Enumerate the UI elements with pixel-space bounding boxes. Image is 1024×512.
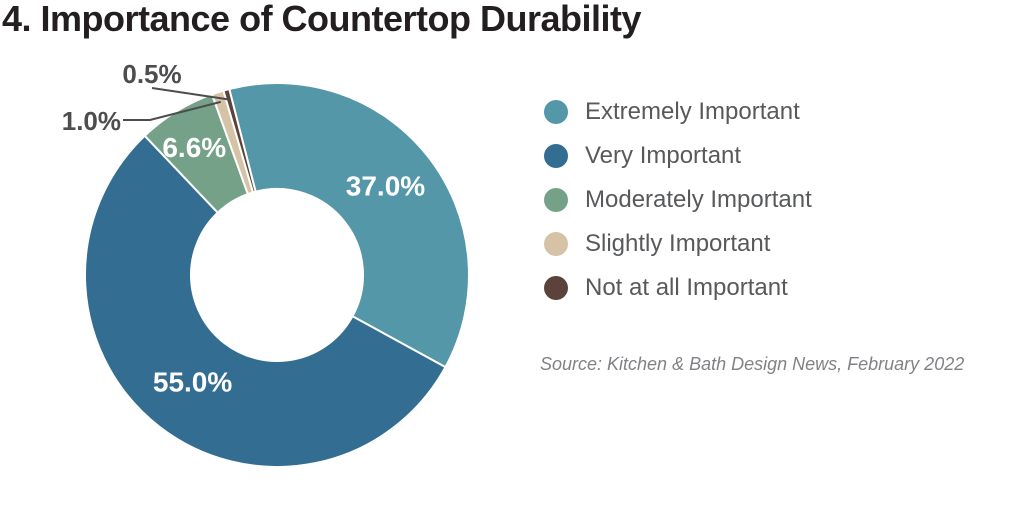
callout-label-slightly-important: 1.0% bbox=[62, 106, 121, 136]
legend-label-extremely-important: Extremely Important bbox=[585, 98, 800, 125]
legend-label-not-at-all-important: Not at all Important bbox=[585, 274, 788, 301]
slice-not-at-all-important bbox=[222, 87, 257, 194]
legend-swatch-slightly-important bbox=[544, 232, 568, 256]
slice-label-extremely-important: 37.0% bbox=[346, 170, 425, 201]
callout-line-not-at-all-important bbox=[151, 87, 230, 101]
slice-label-moderately-important: 6.6% bbox=[162, 132, 226, 163]
slice-label-very-important: 55.0% bbox=[153, 366, 232, 397]
callout-label-not-at-all-important: 0.5% bbox=[122, 59, 181, 89]
callout-line-slightly-important bbox=[123, 100, 222, 121]
slice-very-important bbox=[84, 134, 447, 468]
legend-item-slightly-important: Slightly Important bbox=[544, 222, 812, 266]
legend-label-moderately-important: Moderately Important bbox=[585, 186, 812, 213]
source-note: Source: Kitchen & Bath Design News, Febr… bbox=[540, 354, 965, 374]
slice-callouts: 1.0%0.5% bbox=[62, 59, 230, 136]
legend-label-very-important: Very Important bbox=[585, 142, 742, 169]
legend-item-very-important: Very Important bbox=[544, 134, 812, 178]
slice-labels: 37.0% 55.0% 6.6% bbox=[153, 132, 425, 398]
legend-label-slightly-important: Slightly Important bbox=[585, 230, 771, 257]
legend-swatch-extremely-important bbox=[544, 100, 568, 124]
legend: Extremely Important Very Important Moder… bbox=[544, 90, 812, 310]
legend-item-not-at-all-important: Not at all Important bbox=[544, 266, 812, 310]
chart-title: 4. Importance of Countertop Durability bbox=[2, 0, 642, 39]
legend-item-moderately-important: Moderately Important bbox=[544, 178, 812, 222]
donut-slices bbox=[84, 82, 470, 468]
legend-swatch-moderately-important bbox=[544, 188, 568, 212]
slice-extremely-important bbox=[228, 82, 470, 369]
legend-swatch-very-important bbox=[544, 144, 568, 168]
legend-swatch-not-at-all-important bbox=[544, 276, 568, 300]
legend-item-extremely-important: Extremely Important bbox=[544, 90, 812, 134]
